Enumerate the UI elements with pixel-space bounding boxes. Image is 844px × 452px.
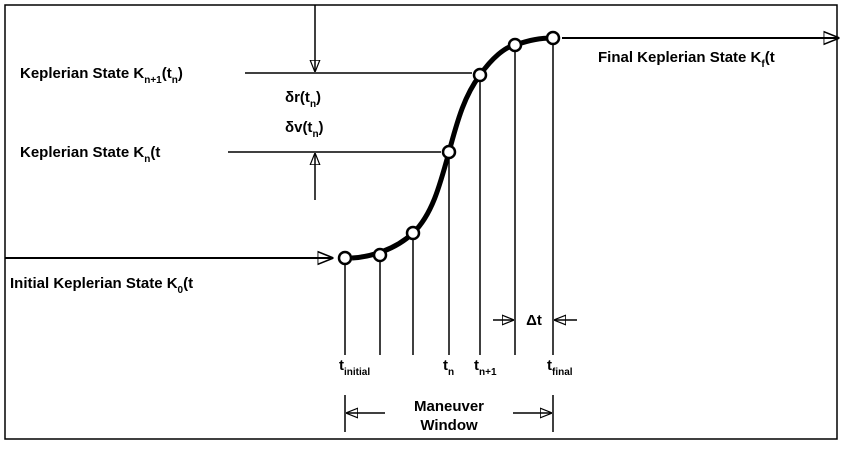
text-part: δv(t — [285, 119, 312, 136]
frame — [4, 4, 838, 440]
text-part: n+1 — [144, 75, 162, 86]
text-part: t — [547, 357, 552, 374]
text-part: ) — [178, 65, 183, 82]
text-part: Final Keplerian State K — [598, 49, 762, 66]
time-label: tn+1 — [474, 357, 497, 378]
text-part: (t — [150, 144, 160, 161]
window-label: Window — [420, 417, 478, 434]
text-part: t — [339, 357, 344, 374]
time-label: tn — [443, 357, 454, 378]
window-label: Maneuver — [414, 398, 484, 415]
sample-point — [337, 250, 353, 266]
text-part: n — [312, 129, 318, 140]
text-part: Keplerian State K — [20, 65, 144, 82]
sample-point — [507, 37, 523, 53]
text-part: f — [761, 59, 765, 70]
text-part: initial — [344, 367, 370, 378]
state-label: Keplerian State Kn(t — [20, 144, 160, 165]
dt-label: Δt — [526, 312, 542, 329]
state-label: Keplerian State Kn+1(tn) — [20, 65, 183, 86]
text-part: Keplerian State K — [20, 144, 144, 161]
text-part: (t — [183, 275, 193, 292]
text-part: 0 — [178, 285, 184, 296]
text-part: δr(t — [285, 89, 310, 106]
state-label: Initial Keplerian State K0(t — [10, 275, 193, 296]
sample-point — [441, 144, 457, 160]
text-part: (t — [162, 65, 172, 82]
text-part: Initial Keplerian State K — [10, 275, 178, 292]
text-part: n — [310, 99, 316, 110]
text-part: ) — [319, 119, 324, 136]
state-label: Final Keplerian State Kf(t — [598, 49, 775, 70]
time-label: tfinal — [547, 357, 573, 378]
text-part: n+1 — [479, 367, 497, 378]
text-part: n — [172, 75, 178, 86]
text-part: t — [443, 357, 448, 374]
text-part: n — [144, 154, 150, 165]
sample-point — [372, 247, 388, 263]
text-part: final — [552, 367, 573, 378]
text-part: (t — [765, 49, 775, 66]
sample-point — [472, 67, 488, 83]
sample-point — [545, 30, 561, 46]
sample-point — [405, 225, 421, 241]
text-part: t — [474, 357, 479, 374]
state-label: δv(tn) — [285, 119, 324, 140]
text-part: n — [448, 367, 454, 378]
time-label: tinitial — [339, 357, 370, 378]
text-part: ) — [316, 89, 321, 106]
state-label: δr(tn) — [285, 89, 321, 110]
